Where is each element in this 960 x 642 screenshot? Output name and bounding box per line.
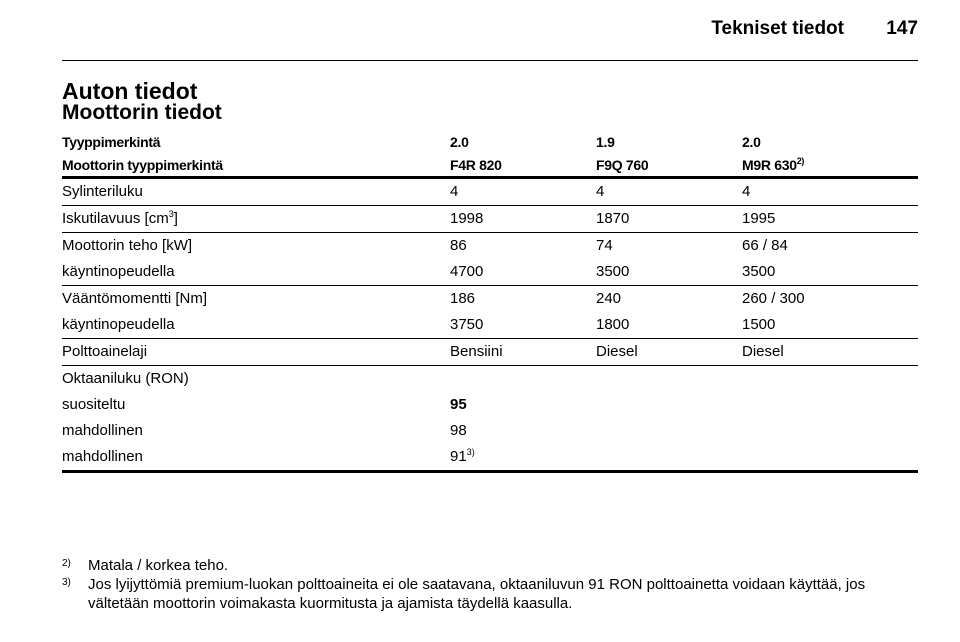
table-row: Tyyppimerkintä 2.0 1.9 2.0 xyxy=(62,130,918,153)
table-cell: 4 xyxy=(450,183,459,200)
table-cell: 1500 xyxy=(742,316,776,333)
footnote: 2) Matala / korkea teho. xyxy=(62,556,922,575)
rule xyxy=(62,470,918,473)
table-cell: Oktaaniluku (RON) xyxy=(62,370,189,387)
table-cell: 74 xyxy=(596,237,613,254)
rule xyxy=(62,365,918,366)
footnote-marker: 3) xyxy=(62,577,71,588)
rule xyxy=(62,285,918,286)
table-row: Vääntömomentti [Nm] 186 240 260 / 300 xyxy=(62,286,918,312)
footnote-text: Matala / korkea teho. xyxy=(88,557,229,574)
table-cell: Moottorin tyyppimerkintä xyxy=(62,157,223,173)
table-cell: 1995 xyxy=(742,210,776,227)
page-number: 147 xyxy=(886,18,918,39)
table-cell: suositeltu xyxy=(62,396,126,413)
table-cell: 2.0 xyxy=(742,134,761,150)
title: Auton tiedot xyxy=(62,78,198,104)
footnote: 3) Jos lyijyttömiä premium-luokan polttoa… xyxy=(62,575,922,613)
cell-text: M9R 630 xyxy=(742,157,797,173)
table-row: suositeltu 95 xyxy=(62,392,918,418)
table-row: käyntinopeudella 4700 3500 3500 xyxy=(62,259,918,285)
table-cell: F4R 820 xyxy=(450,157,502,173)
table-cell: 186 xyxy=(450,290,476,307)
cell-text: Iskutilavuus [cm xyxy=(62,210,169,227)
superscript: 3 xyxy=(168,209,174,219)
table-row: Moottorin tyyppimerkintä F4R 820 F9Q 760 M9… xyxy=(62,153,918,176)
cell-text: 91 xyxy=(450,448,467,465)
table-cell: M9R 6302) xyxy=(742,156,805,174)
table-cell: 1998 xyxy=(450,210,484,227)
table-row: mahdollinen 913) xyxy=(62,444,918,470)
table-cell: 4700 xyxy=(450,263,484,280)
table-cell: 260 / 300 xyxy=(742,290,805,307)
table-cell: 86 xyxy=(450,237,467,254)
table: Tyyppimerkintä 2.0 1.9 2.0 Moottorin tyyppim… xyxy=(62,130,918,473)
table-row: Oktaaniluku (RON) xyxy=(62,366,918,392)
table-row: Sylinteriluku 4 4 4 xyxy=(62,179,918,205)
table-cell: mahdollinen xyxy=(62,422,143,439)
table-cell: 1800 xyxy=(596,316,630,333)
table-cell: Polttoainelaji xyxy=(62,343,148,360)
table-cell: Diesel xyxy=(742,343,784,360)
table-cell: 3750 xyxy=(450,316,484,333)
table-cell: 1.9 xyxy=(596,134,615,150)
footnotes: 2) Matala / korkea teho. 3) Jos lyijyttömiä… xyxy=(62,556,922,613)
table-cell: Sylinteriluku xyxy=(62,183,143,200)
table-row: Moottorin teho [kW] 86 74 66 / 84 xyxy=(62,233,918,259)
table-cell: Moottorin teho [kW] xyxy=(62,237,193,254)
table-row: Iskutilavuus [cm3] 1998 1870 1995 xyxy=(62,206,918,232)
table-cell: Diesel xyxy=(596,343,638,360)
table-cell: Vääntömomentti [Nm] xyxy=(62,290,208,307)
table-cell: 4 xyxy=(742,183,751,200)
table-cell: mahdollinen xyxy=(62,448,143,465)
table-cell: F9Q 760 xyxy=(596,157,649,173)
table-cell: Bensiini xyxy=(450,343,503,360)
table-cell: 3500 xyxy=(596,263,630,280)
rule xyxy=(62,205,918,206)
footnote-text: Jos lyijyttömiä premium-luokan polttoain… xyxy=(88,576,866,612)
footnote-marker: 2) xyxy=(62,558,71,569)
table-cell: 3500 xyxy=(742,263,776,280)
rule xyxy=(62,176,918,179)
table-cell: Iskutilavuus [cm3] xyxy=(62,209,178,228)
cell-text: ] xyxy=(173,210,178,227)
table-cell: 4 xyxy=(596,183,605,200)
table-cell: 66 / 84 xyxy=(742,237,788,254)
table-cell: 240 xyxy=(596,290,622,307)
table-cell: käyntinopeudella xyxy=(62,263,175,280)
table-cell: käyntinopeudella xyxy=(62,316,175,333)
table-cell: 2.0 xyxy=(450,134,469,150)
table-cell: 95 xyxy=(450,396,467,413)
table-row: Polttoainelaji Bensiini Diesel Diesel xyxy=(62,339,918,365)
rule xyxy=(62,338,918,339)
table-cell: Tyyppimerkintä xyxy=(62,134,161,150)
section-title: Tekniset tiedot xyxy=(711,18,844,39)
superscript: 2) xyxy=(796,156,805,166)
subtitle: Moottorin tiedot xyxy=(62,101,222,124)
rule xyxy=(62,232,918,233)
cell-text: 95 xyxy=(450,396,467,413)
superscript: 3) xyxy=(466,447,475,457)
table-cell: 98 xyxy=(450,422,467,439)
table-cell: 1870 xyxy=(596,210,630,227)
header-rule xyxy=(62,60,918,61)
table-cell: 913) xyxy=(450,447,475,466)
table-row: mahdollinen 98 xyxy=(62,418,918,444)
table-row: käyntinopeudella 3750 1800 1500 xyxy=(62,312,918,338)
